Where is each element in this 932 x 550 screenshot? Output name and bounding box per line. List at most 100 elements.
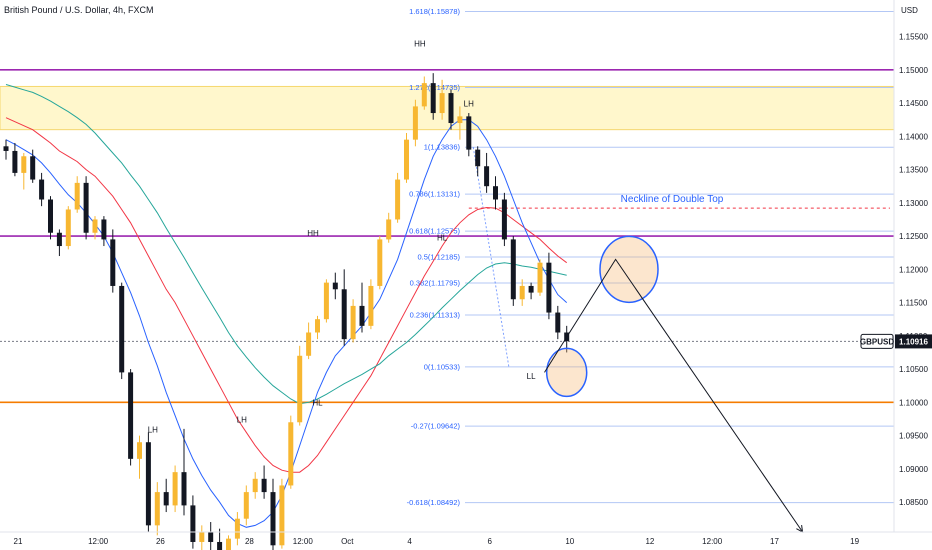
chart-title: British Pound / U.S. Dollar, 4h, FXCM bbox=[4, 5, 154, 15]
fib-level-label: -0.618(1.08492) bbox=[407, 498, 461, 507]
projection-ellipse bbox=[599, 235, 659, 304]
price-tick-label: 1.14500 bbox=[899, 99, 928, 108]
candle-body bbox=[181, 472, 187, 506]
price-tick-label: 1.15500 bbox=[899, 33, 928, 42]
candle-body bbox=[217, 541, 223, 550]
candle-body bbox=[341, 289, 347, 340]
horizontal-lines-layer: Neckline of Double Top bbox=[0, 69, 894, 404]
time-axis[interactable]: 21 12:00 26 28 12:00 Oct 4 6 10 12 12:00 17 19 bbox=[14, 537, 860, 546]
candle-body bbox=[261, 478, 267, 493]
structure-label: LL bbox=[527, 372, 536, 381]
time-tick-label: 12:00 bbox=[88, 537, 109, 546]
candle-body bbox=[430, 83, 436, 114]
price-tick-label: 1.12500 bbox=[899, 232, 928, 241]
time-tick-label: 10 bbox=[565, 537, 574, 546]
price-tick-label: 1.08500 bbox=[899, 498, 928, 507]
candle-body bbox=[501, 199, 507, 240]
candle-body bbox=[163, 492, 169, 506]
price-tick-label: 1.09500 bbox=[899, 432, 928, 441]
time-tick-label: 21 bbox=[14, 537, 23, 546]
candle-body bbox=[56, 232, 62, 247]
price-tick-label: 1.09000 bbox=[899, 465, 928, 474]
candle-body bbox=[226, 538, 231, 550]
candle-body bbox=[484, 166, 490, 187]
structure-label: HL bbox=[312, 399, 323, 408]
time-tick-label: 19 bbox=[850, 537, 859, 546]
price-tick-label: 1.13000 bbox=[899, 199, 928, 208]
candle-body bbox=[466, 116, 472, 150]
supply-zone bbox=[0, 85, 895, 131]
candle-body bbox=[493, 186, 498, 200]
candle-body bbox=[83, 182, 89, 233]
structure-label: HH bbox=[414, 40, 426, 49]
candle-body bbox=[74, 182, 80, 210]
price-tick-label: 1.13500 bbox=[899, 166, 928, 175]
candle-body bbox=[315, 319, 320, 333]
candle-body bbox=[350, 305, 356, 340]
fib-level-label: 0.618(1.12575) bbox=[409, 227, 460, 236]
fib-level-label: 0.382(1.11795) bbox=[410, 278, 461, 287]
moving-average-line bbox=[5, 84, 567, 405]
time-tick-label: 12:00 bbox=[702, 537, 723, 546]
candle-body bbox=[21, 156, 27, 173]
candle-body bbox=[101, 219, 107, 240]
candle-body bbox=[234, 518, 240, 539]
candle-body bbox=[306, 332, 312, 356]
candle-body bbox=[439, 93, 445, 114]
structure-label: LH bbox=[148, 425, 158, 434]
candle-body bbox=[128, 372, 134, 459]
time-tick-label: 28 bbox=[245, 537, 254, 546]
price-tick-label: 1.10000 bbox=[899, 398, 928, 407]
structure-label: HH bbox=[307, 229, 319, 238]
price-tick-label: 1.14000 bbox=[899, 132, 928, 141]
time-tick-label: 17 bbox=[770, 537, 779, 546]
candle-body bbox=[154, 492, 160, 526]
candle-body bbox=[528, 285, 534, 293]
candle-body bbox=[546, 262, 552, 313]
moving-average-line bbox=[5, 119, 568, 528]
price-tick-label: 1.12000 bbox=[899, 265, 928, 274]
price-axis[interactable]: 1.15500 1.15000 1.14500 1.14000 1.13500 1.130… bbox=[860, 33, 932, 508]
candle-body bbox=[386, 219, 392, 240]
candle-body bbox=[368, 285, 374, 326]
supply-zone-layer bbox=[0, 85, 895, 131]
structure-label: LH bbox=[464, 99, 474, 108]
structure-label: HL bbox=[437, 234, 448, 243]
candle-body bbox=[199, 532, 205, 542]
projection-ellipse bbox=[545, 347, 588, 398]
price-tick-label: 1.15000 bbox=[899, 66, 928, 75]
candle-body bbox=[110, 239, 116, 286]
fib-level-label: 1(1.13836) bbox=[424, 143, 461, 152]
candle-body bbox=[92, 219, 98, 233]
time-tick-label: 4 bbox=[407, 537, 412, 546]
fib-anchor-line bbox=[472, 147, 510, 367]
candle-body bbox=[30, 156, 36, 180]
candle-body bbox=[279, 485, 285, 546]
candle-body bbox=[395, 179, 401, 220]
annotations-layer: HH LH HH HL LH LH HL LL bbox=[148, 40, 804, 533]
candle-body bbox=[421, 83, 427, 107]
time-tick-label: Oct bbox=[341, 537, 354, 546]
price-tick-label: 1.10500 bbox=[899, 365, 928, 374]
candle-body bbox=[537, 262, 543, 293]
candle-body bbox=[172, 472, 178, 506]
candle-body bbox=[555, 312, 561, 333]
fib-level-label: 1.618(1.15878) bbox=[409, 7, 460, 16]
fib-level-label: 0.786(1.13131) bbox=[409, 190, 460, 199]
price-unit: USD bbox=[901, 6, 918, 15]
candle-body bbox=[359, 305, 365, 326]
candle-body bbox=[332, 282, 338, 290]
candle-body bbox=[377, 239, 383, 286]
fib-level-label: -0.27(1.09642) bbox=[411, 422, 461, 431]
candle-body bbox=[448, 93, 454, 124]
candle-body bbox=[119, 285, 125, 373]
neckline-label: Neckline of Double Top bbox=[621, 194, 724, 205]
candle-body bbox=[48, 199, 53, 233]
time-tick-label: 26 bbox=[156, 537, 165, 546]
symbol-badge-label: GBPUSD bbox=[860, 337, 894, 346]
candles-layer bbox=[3, 73, 570, 550]
time-tick-label: 6 bbox=[487, 537, 492, 546]
candle-body bbox=[404, 139, 409, 180]
candle-body bbox=[145, 442, 151, 526]
